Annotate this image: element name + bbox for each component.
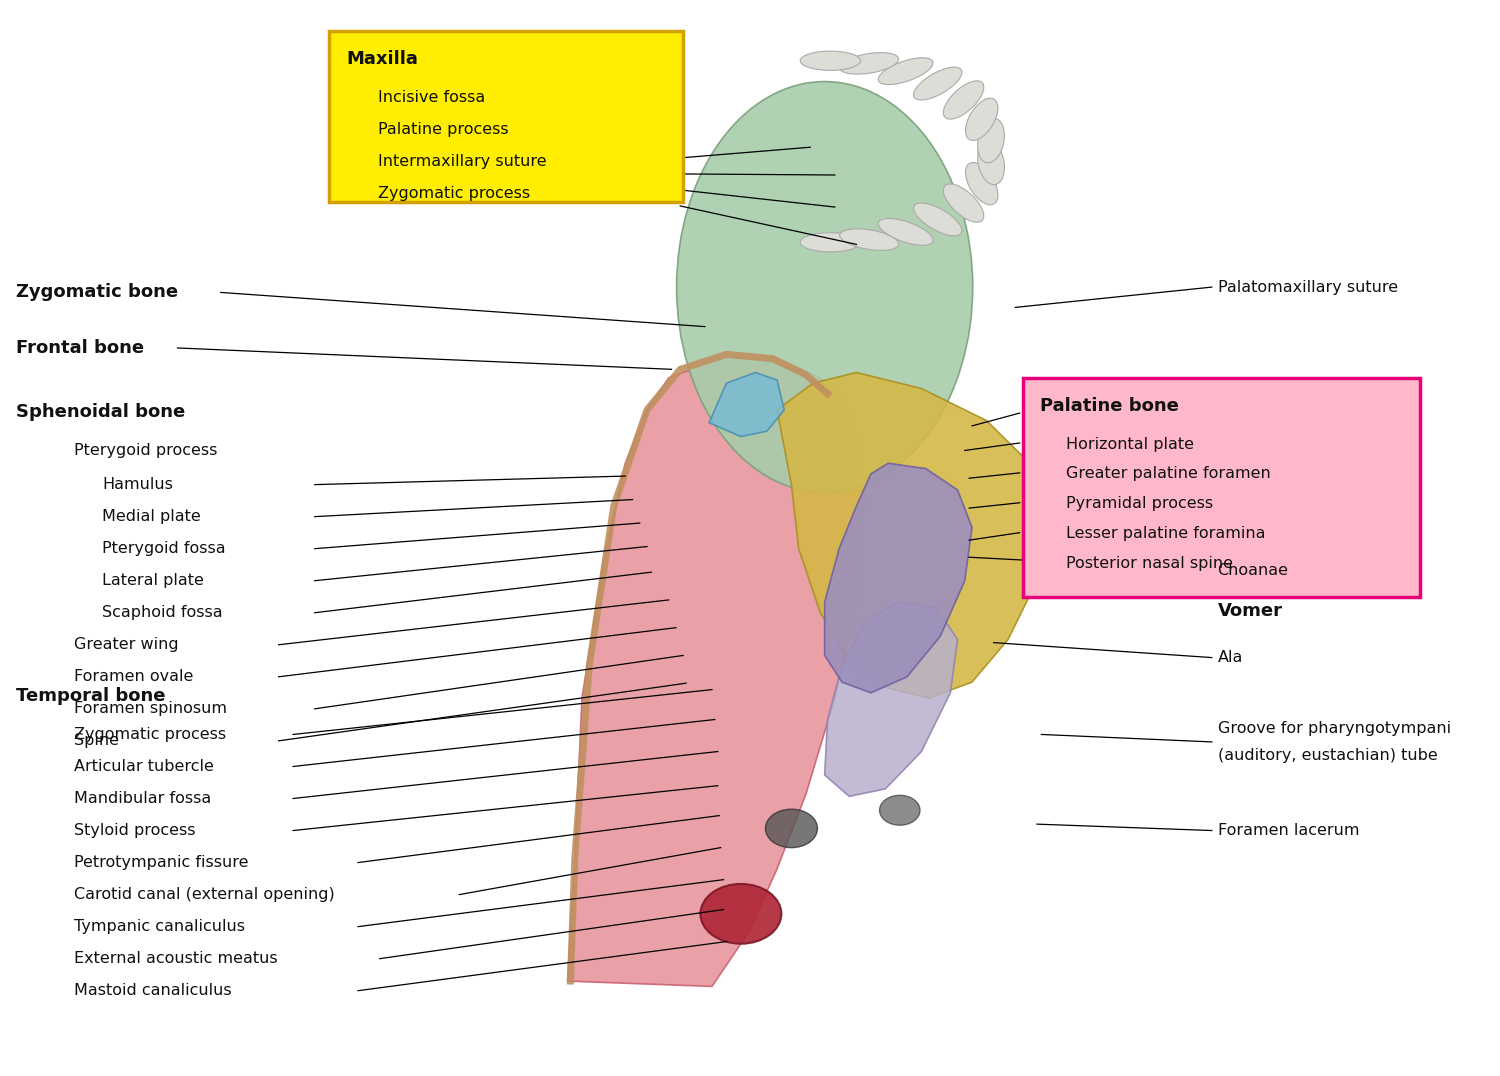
Text: Palatine process: Palatine process (378, 122, 508, 137)
Ellipse shape (801, 52, 861, 70)
Polygon shape (825, 464, 972, 693)
Polygon shape (710, 372, 785, 437)
FancyBboxPatch shape (1023, 378, 1420, 597)
Polygon shape (825, 603, 957, 796)
Text: Articular tubercle: Articular tubercle (74, 759, 213, 774)
Ellipse shape (878, 58, 933, 85)
Ellipse shape (966, 162, 998, 204)
Text: Zygomatic bone: Zygomatic bone (15, 283, 178, 301)
Text: Maxilla: Maxilla (346, 51, 418, 68)
Text: Lateral plate: Lateral plate (102, 574, 204, 589)
Text: Choanae: Choanae (1218, 563, 1288, 578)
Text: Palatine bone: Palatine bone (1040, 397, 1179, 415)
Text: Groove for pharyngotympani: Groove for pharyngotympani (1218, 721, 1450, 736)
Polygon shape (567, 356, 864, 987)
Text: Horizontal plate: Horizontal plate (1066, 437, 1194, 452)
Text: Palatomaxillary suture: Palatomaxillary suture (1218, 280, 1398, 295)
Text: Pyramidal process: Pyramidal process (1066, 496, 1214, 511)
Text: Frontal bone: Frontal bone (15, 339, 144, 357)
Circle shape (700, 883, 782, 944)
Text: Tympanic canaliculus: Tympanic canaliculus (74, 919, 244, 934)
Text: Zygomatic process: Zygomatic process (74, 727, 225, 742)
Ellipse shape (966, 98, 998, 141)
Ellipse shape (840, 53, 898, 74)
Text: Scaphoid fossa: Scaphoid fossa (102, 605, 224, 620)
Ellipse shape (978, 118, 1005, 162)
Text: Lesser palatine foramina: Lesser palatine foramina (1066, 526, 1266, 541)
Circle shape (879, 795, 920, 825)
Text: Greater palatine foramen: Greater palatine foramen (1066, 467, 1270, 481)
Text: Sphenoidal bone: Sphenoidal bone (15, 404, 184, 421)
Text: Pterygoid process: Pterygoid process (74, 443, 217, 458)
Text: Pterygoid fossa: Pterygoid fossa (102, 541, 226, 556)
Text: (auditory, eustachian) tube: (auditory, eustachian) tube (1218, 748, 1437, 763)
Text: Mastoid canaliculus: Mastoid canaliculus (74, 983, 231, 999)
Ellipse shape (944, 81, 984, 119)
FancyBboxPatch shape (328, 31, 682, 201)
Text: Carotid canal (external opening): Carotid canal (external opening) (74, 887, 334, 902)
Text: Greater wing: Greater wing (74, 637, 178, 652)
Text: Temporal bone: Temporal bone (15, 686, 165, 705)
Ellipse shape (676, 82, 972, 493)
Circle shape (765, 809, 818, 848)
Polygon shape (777, 372, 1044, 698)
Text: Intermaxillary suture: Intermaxillary suture (378, 154, 548, 169)
Ellipse shape (914, 67, 962, 100)
Text: Foramen lacerum: Foramen lacerum (1218, 823, 1359, 838)
Ellipse shape (914, 203, 962, 236)
Text: Medial plate: Medial plate (102, 509, 201, 524)
Ellipse shape (801, 232, 861, 252)
Text: Spine: Spine (74, 734, 118, 748)
Ellipse shape (840, 229, 898, 251)
Text: Vomer: Vomer (1218, 601, 1282, 620)
Text: Petrotympanic fissure: Petrotympanic fissure (74, 855, 248, 870)
Text: Hamulus: Hamulus (102, 477, 174, 492)
Text: Zygomatic process: Zygomatic process (378, 186, 531, 200)
Text: Ala: Ala (1218, 650, 1243, 665)
Text: Mandibular fossa: Mandibular fossa (74, 791, 211, 806)
Ellipse shape (944, 184, 984, 223)
Ellipse shape (978, 140, 1005, 185)
Text: Styloid process: Styloid process (74, 823, 195, 838)
Ellipse shape (878, 218, 933, 245)
Text: External acoustic meatus: External acoustic meatus (74, 951, 278, 966)
Text: Posterior nasal spine: Posterior nasal spine (1066, 556, 1233, 571)
Text: Foramen ovale: Foramen ovale (74, 669, 194, 684)
Text: Foramen spinosum: Foramen spinosum (74, 702, 226, 717)
Text: Incisive fossa: Incisive fossa (378, 89, 486, 104)
